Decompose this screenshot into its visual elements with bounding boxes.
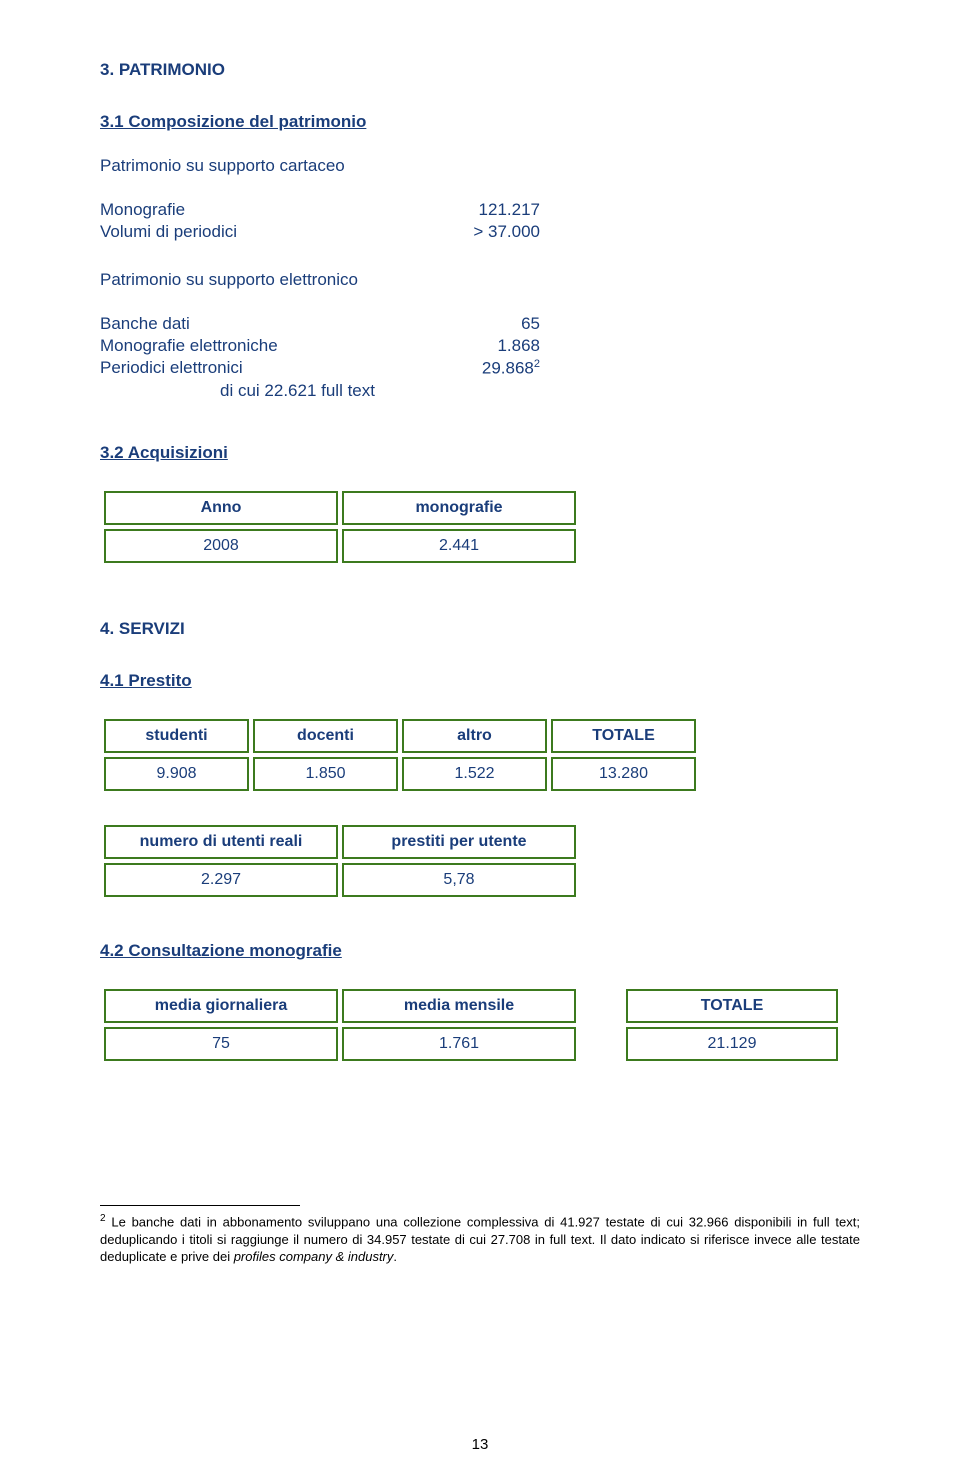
col-studenti: studenti [104, 719, 249, 753]
elettronico-label: Patrimonio su supporto elettronico [100, 270, 860, 290]
table-row: numero di utenti reali prestiti per uten… [104, 825, 576, 859]
table-row: studenti docenti altro TOTALE [104, 719, 696, 753]
consultazione-left-table: media giornaliera media mensile 75 1.761 [100, 985, 580, 1065]
cell-value: 1.761 [342, 1027, 576, 1061]
list-value [410, 381, 540, 401]
list-value: 1.868 [410, 336, 540, 356]
list-row: Banche dati 65 [100, 314, 860, 334]
footnote-ref: 2 [534, 358, 540, 370]
list-row: Monografie 121.217 [100, 200, 860, 220]
list-row: Monografie elettroniche 1.868 [100, 336, 860, 356]
list-label: Volumi di periodici [100, 222, 410, 242]
section-3-1-title: 3.1 Composizione del patrimonio [100, 112, 860, 132]
list-row: Periodici elettronici 29.8682 [100, 358, 860, 379]
footnote-rule [100, 1205, 300, 1206]
elettronico-list: Banche dati 65 Monografie elettroniche 1… [100, 314, 860, 401]
col-utenti-reali: numero di utenti reali [104, 825, 338, 859]
cartaceo-label: Patrimonio su supporto cartaceo [100, 156, 860, 176]
table-row: 9.908 1.850 1.522 13.280 [104, 757, 696, 791]
col-media-mensile: media mensile [342, 989, 576, 1023]
periodici-value: 29.868 [482, 359, 534, 378]
cartaceo-list: Monografie 121.217 Volumi di periodici >… [100, 200, 860, 242]
list-label: Monografie elettroniche [100, 336, 410, 356]
page-number: 13 [0, 1436, 960, 1453]
prestito-table: studenti docenti altro TOTALE 9.908 1.85… [100, 715, 700, 795]
cell-monografie: 2.441 [342, 529, 576, 563]
col-anno: Anno [104, 491, 338, 525]
cell-anno: 2008 [104, 529, 338, 563]
footnote-body-a: Le banche dati in abbonamento sviluppano… [100, 1214, 860, 1264]
col-prestiti-per-utente: prestiti per utente [342, 825, 576, 859]
cell-value: 9.908 [104, 757, 249, 791]
table-row: TOTALE [626, 989, 838, 1023]
section-4-2-title: 4.2 Consultazione monografie [100, 941, 860, 961]
footnote-body-b: . [393, 1249, 397, 1264]
cell-value: 75 [104, 1027, 338, 1061]
acquisizioni-table: Anno monografie 2008 2.441 [100, 487, 580, 567]
table-row: 21.129 [626, 1027, 838, 1061]
footnote-italic: profiles company & industry [234, 1249, 394, 1264]
list-value: 65 [410, 314, 540, 334]
col-docenti: docenti [253, 719, 398, 753]
consultazione-right-table: TOTALE 21.129 [622, 985, 842, 1065]
cell-value: 2.297 [104, 863, 338, 897]
col-totale: TOTALE [626, 989, 838, 1023]
list-label: Banche dati [100, 314, 410, 334]
list-value: 121.217 [410, 200, 540, 220]
col-altro: altro [402, 719, 547, 753]
table-row: Anno monografie [104, 491, 576, 525]
list-value: 29.8682 [410, 358, 540, 379]
table-row: 75 1.761 [104, 1027, 576, 1061]
cell-value: 5,78 [342, 863, 576, 897]
list-row: Volumi di periodici > 37.000 [100, 222, 860, 242]
section-3-title: 3. PATRIMONIO [100, 60, 860, 80]
section-4-title: 4. SERVIZI [100, 619, 860, 639]
table-row: 2008 2.441 [104, 529, 576, 563]
col-media-giornaliera: media giornaliera [104, 989, 338, 1023]
cell-value: 13.280 [551, 757, 696, 791]
footnote-text: 2 Le banche dati in abbonamento sviluppa… [100, 1212, 860, 1266]
utenti-table: numero di utenti reali prestiti per uten… [100, 821, 580, 901]
cell-value: 1.850 [253, 757, 398, 791]
table-row: 2.297 5,78 [104, 863, 576, 897]
consultazione-tables: media giornaliera media mensile 75 1.761… [100, 985, 860, 1065]
list-label: Monografie [100, 200, 410, 220]
list-row: di cui 22.621 full text [100, 381, 860, 401]
section-4-1-title: 4.1 Prestito [100, 671, 860, 691]
col-totale: TOTALE [551, 719, 696, 753]
list-label: Periodici elettronici [100, 358, 410, 379]
section-3-2-title: 3.2 Acquisizioni [100, 443, 860, 463]
cell-value: 21.129 [626, 1027, 838, 1061]
list-value: > 37.000 [410, 222, 540, 242]
list-label: di cui 22.621 full text [100, 381, 410, 401]
col-monografie: monografie [342, 491, 576, 525]
cell-value: 1.522 [402, 757, 547, 791]
table-row: media giornaliera media mensile [104, 989, 576, 1023]
